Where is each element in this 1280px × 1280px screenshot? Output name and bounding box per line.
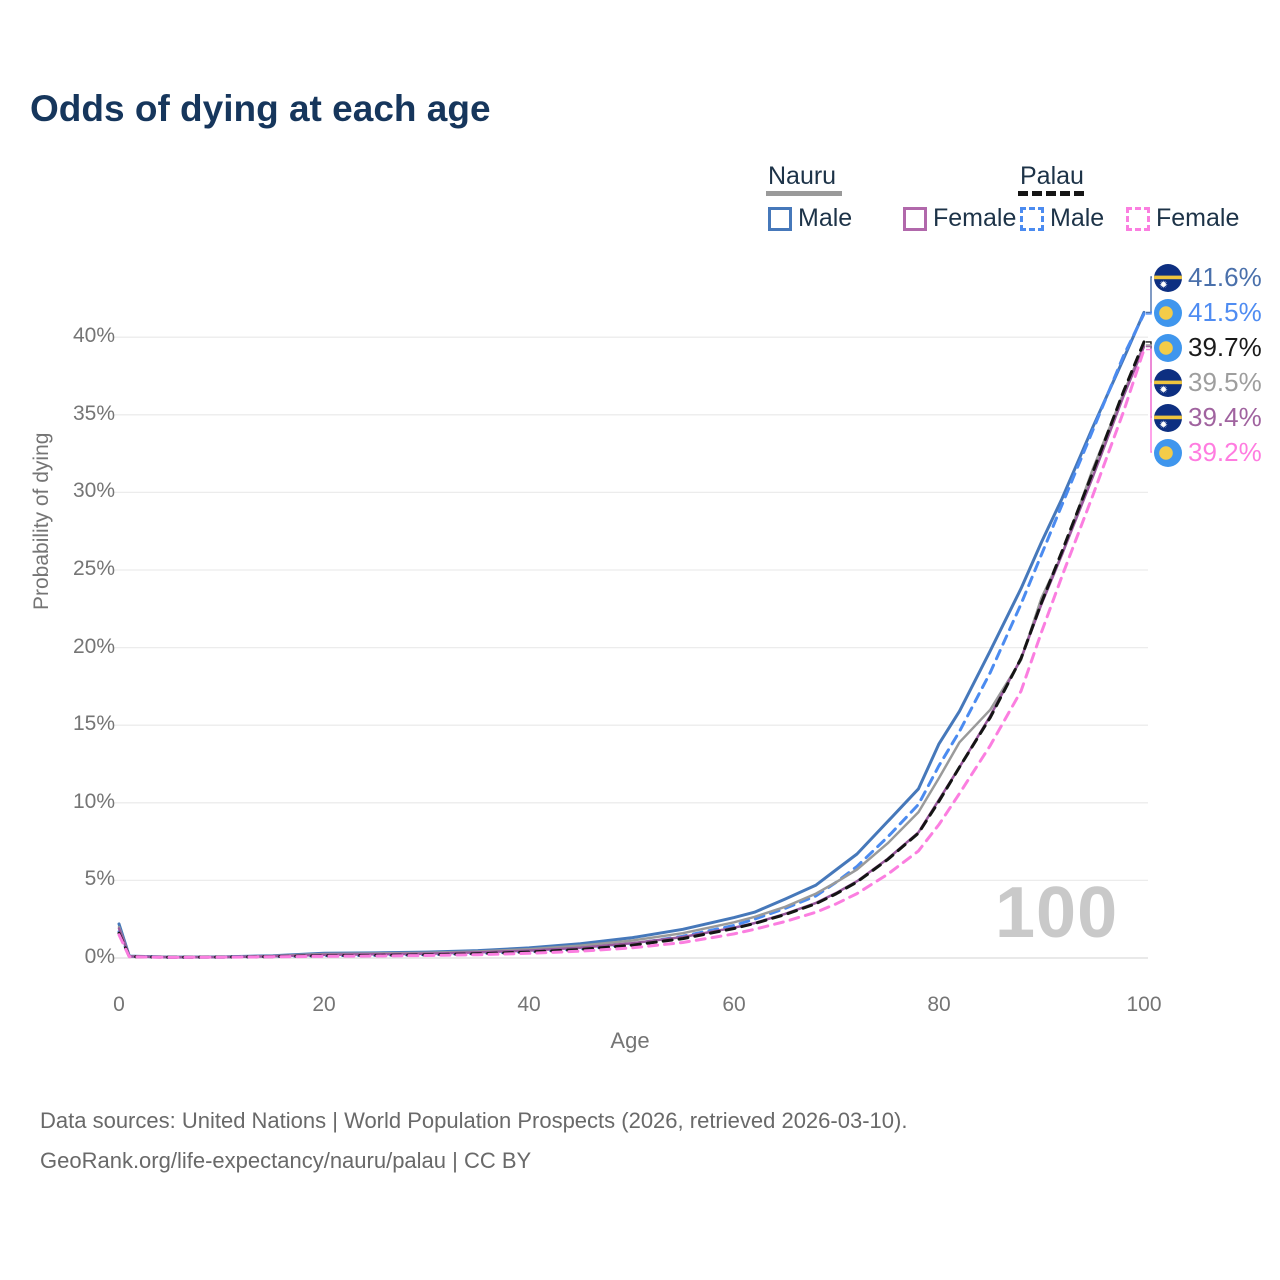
end-label-nauru-combined: 39.5% — [1154, 367, 1262, 398]
series-end-value: 41.6% — [1188, 262, 1262, 292]
end-label-palau-male: 41.5% — [1154, 297, 1262, 328]
age-watermark: 100 — [995, 873, 1119, 953]
end-label-nauru-female: 39.4% — [1154, 402, 1262, 433]
y-tick-label: 25% — [72, 557, 115, 580]
end-label-palau-combined: 39.7% — [1154, 332, 1262, 363]
data-source-line: Data sources: United Nations | World Pop… — [40, 1108, 908, 1133]
series-line-nauru-male — [117, 310, 1146, 959]
end-label-connector-nauru-male — [1146, 276, 1152, 314]
legend-item-label: Male — [798, 204, 853, 232]
y-tick-label: 10% — [72, 789, 115, 813]
palau-female-swatch-icon — [1126, 206, 1150, 231]
end-label-palau-female: 39.2% — [1154, 437, 1262, 468]
y-tick-label: 20% — [72, 634, 115, 658]
x-tick-label: 0 — [113, 993, 125, 1016]
palau-male-swatch-icon — [1020, 206, 1044, 231]
y-tick-label: 35% — [72, 401, 115, 425]
y-axis-title: Probability of dying — [30, 432, 53, 610]
legend-group-palau: Palau — [1020, 162, 1084, 190]
end-label-connector-palau-female — [1146, 348, 1152, 453]
palau-flag-icon — [1154, 333, 1182, 362]
nauru-flag-icon — [1154, 263, 1182, 292]
series-end-value: 39.5% — [1188, 367, 1262, 397]
legend-group-nauru: Nauru — [768, 162, 837, 190]
legend-item-palau-female: Female — [1126, 204, 1239, 233]
nauru-female-swatch-icon — [903, 206, 927, 231]
page-title: Odds of dying at each age — [30, 88, 491, 129]
nauru-flag-icon — [1154, 403, 1182, 432]
legend-item-label: Female — [1156, 204, 1240, 232]
end-label-connector-palau-male — [1146, 311, 1152, 315]
y-tick-label: 15% — [72, 712, 115, 736]
legend-item-palau-male: Male — [1020, 204, 1104, 233]
end-label-nauru-male: 41.6% — [1154, 262, 1262, 293]
legend-item-label: Male — [1050, 204, 1105, 232]
y-tick-label: 30% — [72, 479, 115, 503]
legend-item-nauru-female: Female — [903, 204, 1016, 233]
legend-item-nauru-male: Male — [768, 204, 852, 233]
y-tick-label: 5% — [84, 867, 115, 891]
legend-item-label: Female — [933, 204, 1017, 232]
series-line-palau-male — [117, 312, 1146, 959]
series-line-palau-female — [117, 348, 1146, 959]
y-tick-label: 40% — [72, 324, 115, 348]
x-tick-label: 100 — [1126, 993, 1162, 1016]
x-tick-label: 80 — [927, 993, 951, 1016]
attribution-line: GeoRank.org/life-expectancy/nauru/palau … — [40, 1148, 532, 1173]
palau-flag-icon — [1154, 438, 1182, 467]
y-tick-label: 0% — [84, 945, 115, 968]
legend-underline-palau — [1018, 191, 1084, 196]
series-end-value: 41.5% — [1188, 297, 1262, 327]
palau-flag-icon — [1154, 298, 1182, 327]
x-tick-label: 40 — [517, 993, 541, 1016]
series-end-value: 39.7% — [1188, 332, 1262, 362]
nauru-male-swatch-icon — [768, 206, 792, 231]
nauru-flag-icon — [1154, 368, 1182, 397]
x-tick-label: 60 — [722, 993, 746, 1016]
series-end-value: 39.4% — [1188, 402, 1262, 432]
series-end-value: 39.2% — [1188, 437, 1262, 467]
legend-underline-nauru — [766, 191, 842, 196]
x-axis-title: Age — [610, 1028, 650, 1053]
x-tick-label: 20 — [312, 993, 336, 1016]
